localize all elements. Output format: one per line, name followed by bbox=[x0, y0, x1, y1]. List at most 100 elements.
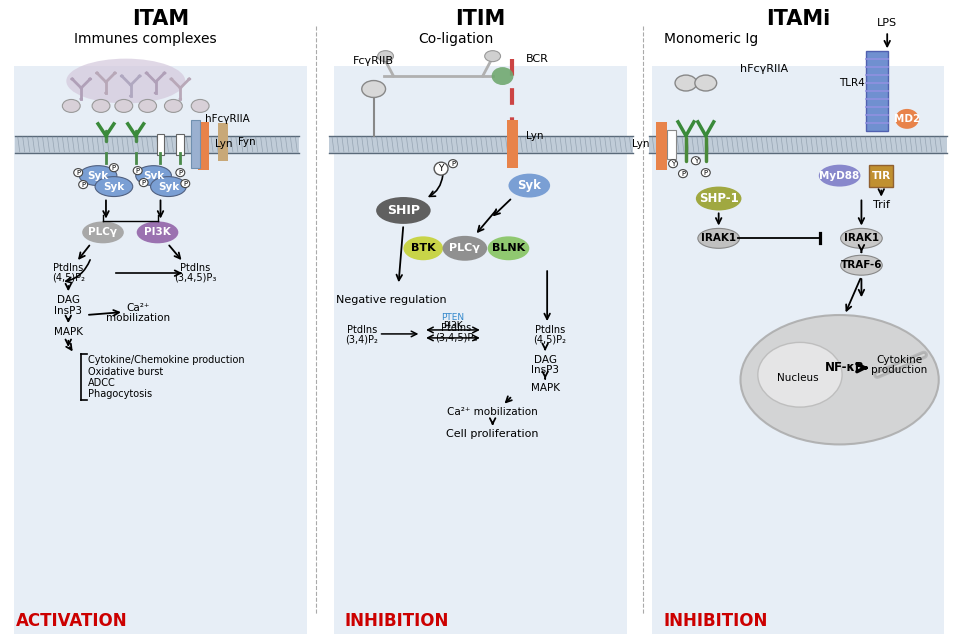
Ellipse shape bbox=[176, 169, 185, 177]
Text: PLCγ: PLCγ bbox=[450, 243, 480, 253]
Ellipse shape bbox=[449, 159, 457, 168]
Text: Y: Y bbox=[671, 161, 676, 166]
Text: (4,5)P₂: (4,5)P₂ bbox=[52, 272, 85, 282]
Text: Syk: Syk bbox=[158, 182, 179, 192]
Ellipse shape bbox=[492, 67, 514, 85]
Text: Cytokine: Cytokine bbox=[876, 355, 923, 365]
Ellipse shape bbox=[138, 74, 142, 77]
Text: P: P bbox=[703, 170, 708, 176]
Text: Trif: Trif bbox=[873, 201, 890, 210]
Text: Cell proliferation: Cell proliferation bbox=[446, 429, 539, 439]
Text: Y: Y bbox=[438, 164, 444, 173]
Ellipse shape bbox=[695, 75, 717, 91]
Text: PI3K: PI3K bbox=[145, 227, 171, 237]
Text: PtdIns: PtdIns bbox=[535, 325, 566, 335]
Text: MyD88: MyD88 bbox=[819, 171, 859, 180]
Text: Syk: Syk bbox=[87, 171, 109, 180]
Text: IRAK1: IRAK1 bbox=[844, 233, 879, 243]
Text: Ca²⁺ mobilization: Ca²⁺ mobilization bbox=[447, 406, 538, 417]
Ellipse shape bbox=[95, 72, 99, 74]
Ellipse shape bbox=[115, 100, 133, 112]
Ellipse shape bbox=[819, 164, 860, 187]
Text: P: P bbox=[112, 164, 116, 171]
Ellipse shape bbox=[840, 255, 882, 275]
Bar bbox=[869, 164, 893, 187]
Bar bbox=[652, 66, 945, 635]
Ellipse shape bbox=[137, 222, 178, 243]
Bar bbox=[14, 66, 307, 635]
Ellipse shape bbox=[129, 95, 132, 97]
Ellipse shape bbox=[120, 74, 123, 77]
Text: Fyn: Fyn bbox=[238, 137, 256, 147]
Text: MD2: MD2 bbox=[894, 114, 921, 124]
Ellipse shape bbox=[70, 77, 75, 81]
Text: ITAMi: ITAMi bbox=[766, 10, 830, 29]
Ellipse shape bbox=[840, 229, 882, 248]
Bar bbox=[190, 121, 200, 168]
Ellipse shape bbox=[82, 222, 123, 243]
Ellipse shape bbox=[154, 91, 157, 95]
Ellipse shape bbox=[701, 169, 710, 177]
Bar bbox=[198, 123, 209, 170]
Bar bbox=[335, 66, 627, 635]
Text: ITAM: ITAM bbox=[132, 10, 189, 29]
Ellipse shape bbox=[92, 100, 110, 112]
Text: P: P bbox=[81, 182, 85, 187]
Text: Syk: Syk bbox=[103, 182, 124, 192]
Bar bbox=[157, 134, 165, 155]
Ellipse shape bbox=[62, 100, 80, 112]
Text: FcγRIIB: FcγRIIB bbox=[353, 56, 394, 66]
Text: hFcγRIIA: hFcγRIIA bbox=[205, 114, 250, 124]
Ellipse shape bbox=[79, 98, 83, 100]
Text: Negative regulation: Negative regulation bbox=[336, 295, 447, 305]
Text: Nucleus: Nucleus bbox=[777, 373, 819, 383]
Ellipse shape bbox=[508, 173, 550, 197]
Ellipse shape bbox=[136, 166, 171, 185]
Text: PLCγ: PLCγ bbox=[88, 227, 118, 237]
Ellipse shape bbox=[145, 72, 148, 74]
Text: Cytokine/Chemokine production: Cytokine/Chemokine production bbox=[88, 355, 245, 365]
Text: PtdIns: PtdIns bbox=[180, 264, 211, 273]
Text: Co-ligation: Co-ligation bbox=[418, 32, 494, 46]
Ellipse shape bbox=[133, 166, 143, 175]
Ellipse shape bbox=[163, 72, 167, 74]
Ellipse shape bbox=[165, 100, 182, 112]
Text: TIR: TIR bbox=[872, 171, 891, 180]
Ellipse shape bbox=[104, 91, 108, 95]
Ellipse shape bbox=[179, 98, 182, 100]
Text: PtdIns: PtdIns bbox=[346, 325, 377, 335]
Text: ADCC: ADCC bbox=[88, 378, 116, 388]
Ellipse shape bbox=[691, 157, 701, 164]
Text: DAG: DAG bbox=[534, 355, 557, 365]
Text: BCR: BCR bbox=[526, 54, 549, 64]
Ellipse shape bbox=[139, 100, 157, 112]
Text: P: P bbox=[681, 171, 685, 177]
Text: P: P bbox=[183, 180, 188, 187]
Text: Lyn: Lyn bbox=[526, 131, 544, 142]
Ellipse shape bbox=[741, 315, 939, 444]
Ellipse shape bbox=[758, 342, 842, 407]
Text: Immunes complexes: Immunes complexes bbox=[75, 32, 217, 46]
Bar bbox=[14, 136, 300, 153]
Text: LPS: LPS bbox=[878, 18, 898, 29]
Ellipse shape bbox=[169, 77, 173, 81]
Text: Phagocytosis: Phagocytosis bbox=[88, 389, 152, 399]
Text: (4,5)P₂: (4,5)P₂ bbox=[534, 335, 567, 345]
Ellipse shape bbox=[679, 170, 687, 178]
Ellipse shape bbox=[698, 229, 740, 248]
Text: Svk: Svk bbox=[143, 171, 165, 180]
Text: Ca²⁺: Ca²⁺ bbox=[126, 303, 149, 313]
Text: PtdIns: PtdIns bbox=[54, 264, 83, 273]
Text: ACTIVATION: ACTIVATION bbox=[15, 612, 127, 630]
Text: hFcγRIIA: hFcγRIIA bbox=[741, 64, 789, 74]
Ellipse shape bbox=[675, 75, 697, 91]
Ellipse shape bbox=[895, 109, 919, 129]
Text: (3,4)P₂: (3,4)P₂ bbox=[345, 335, 378, 345]
Ellipse shape bbox=[484, 51, 501, 62]
Text: Y: Y bbox=[694, 157, 698, 164]
Text: Monomeric Ig: Monomeric Ig bbox=[663, 32, 758, 46]
Ellipse shape bbox=[79, 166, 117, 185]
Ellipse shape bbox=[376, 197, 431, 224]
Ellipse shape bbox=[95, 177, 133, 196]
Ellipse shape bbox=[404, 236, 443, 260]
